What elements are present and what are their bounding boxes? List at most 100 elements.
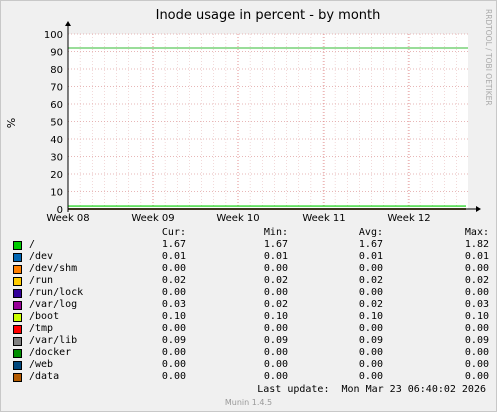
legend-swatch bbox=[13, 349, 22, 358]
legend-avg: 0.01 bbox=[358, 251, 383, 262]
legend-max: 0.10 bbox=[464, 311, 489, 322]
last-update-text: Last update: Mon Mar 23 06:40:02 2026 bbox=[257, 384, 486, 395]
legend-avg: 0.00 bbox=[358, 347, 383, 358]
y-tick-label: 70 bbox=[50, 83, 63, 94]
legend-avg: 0.00 bbox=[358, 323, 383, 334]
legend-cur: 0.10 bbox=[161, 311, 186, 322]
legend-swatch bbox=[13, 313, 22, 322]
legend-avg: 0.10 bbox=[358, 311, 383, 322]
legend-row: /run 0.02 0.02 0.02 0.02 bbox=[13, 275, 489, 287]
legend-name: /dev/shm bbox=[29, 263, 78, 274]
legend-max: 0.00 bbox=[464, 263, 489, 274]
legend-row: /run/lock 0.00 0.00 0.00 0.00 bbox=[13, 287, 489, 299]
legend-name: /run/lock bbox=[29, 287, 84, 298]
legend-min: 1.67 bbox=[263, 239, 288, 250]
legend-cur: 0.00 bbox=[161, 371, 186, 382]
legend-swatch bbox=[13, 337, 22, 346]
legend-name: /dev bbox=[29, 251, 54, 262]
legend-row: /boot 0.10 0.10 0.10 0.10 bbox=[13, 311, 489, 323]
y-tick-label: 90 bbox=[50, 48, 63, 59]
legend-swatch bbox=[13, 241, 22, 250]
legend-max: 0.00 bbox=[464, 323, 489, 334]
legend-max: 0.03 bbox=[464, 299, 489, 310]
legend-max: 0.00 bbox=[464, 347, 489, 358]
legend-cur: 0.03 bbox=[161, 299, 186, 310]
legend-avg: 0.02 bbox=[358, 275, 383, 286]
legend-max: 0.02 bbox=[464, 275, 489, 286]
y-tick-label: 10 bbox=[50, 188, 63, 199]
legend-name: /boot bbox=[29, 311, 60, 322]
legend-name: /var/lib bbox=[29, 335, 78, 346]
legend-name: /tmp bbox=[29, 323, 54, 334]
legend-swatch bbox=[13, 253, 22, 262]
munin-version: Munin 1.4.5 bbox=[224, 398, 273, 407]
legend-cur: 0.01 bbox=[161, 251, 186, 262]
legend-avg: 0.00 bbox=[358, 263, 383, 274]
legend-cur: 0.00 bbox=[161, 359, 186, 370]
legend-min: 0.10 bbox=[263, 311, 288, 322]
legend-name: /run bbox=[29, 275, 54, 286]
legend-row: /var/lib 0.09 0.09 0.09 0.09 bbox=[13, 335, 489, 347]
legend-swatch bbox=[13, 325, 22, 334]
legend-swatch bbox=[13, 373, 22, 382]
legend-avg: 0.00 bbox=[358, 287, 383, 298]
rrdtool-watermark: RRDTOOL / TOBI OETIKER bbox=[484, 9, 493, 106]
legend-min: 0.00 bbox=[263, 323, 288, 334]
legend-header-cur: Cur: bbox=[161, 227, 186, 238]
legend-max: 0.00 bbox=[464, 359, 489, 370]
legend-avg: 0.02 bbox=[358, 299, 383, 310]
legend-name: / bbox=[29, 239, 36, 250]
legend-swatch bbox=[13, 265, 22, 274]
legend-cur: 0.00 bbox=[161, 347, 186, 358]
legend-min: 0.00 bbox=[263, 359, 288, 370]
legend-avg: 0.09 bbox=[358, 335, 383, 346]
x-tick-label: Week 08 bbox=[46, 213, 89, 224]
legend-max: 0.00 bbox=[464, 371, 489, 382]
legend-cur: 0.00 bbox=[161, 323, 186, 334]
x-tick-label: Week 11 bbox=[302, 213, 345, 224]
legend-min: 0.00 bbox=[263, 371, 288, 382]
x-tick-label: Week 09 bbox=[131, 213, 174, 224]
y-tick-label: 50 bbox=[50, 118, 63, 129]
legend-avg: 0.00 bbox=[358, 359, 383, 370]
x-axis-arrow bbox=[476, 206, 481, 212]
legend-max: 0.09 bbox=[464, 335, 489, 346]
y-tick-label: 80 bbox=[50, 65, 63, 76]
y-axis-label: % bbox=[5, 118, 18, 128]
legend-cur: 1.67 bbox=[161, 239, 186, 250]
legend-row: /dev 0.01 0.01 0.01 0.01 bbox=[13, 251, 489, 263]
y-tick-label: 100 bbox=[44, 30, 63, 41]
y-tick-label: 60 bbox=[50, 100, 63, 111]
legend-name: /web bbox=[29, 359, 54, 370]
legend-cur: 0.02 bbox=[161, 275, 186, 286]
legend-min: 0.02 bbox=[263, 275, 288, 286]
y-axis-arrow bbox=[65, 21, 71, 26]
legend-header-max: Max: bbox=[464, 227, 489, 238]
legend-min: 0.00 bbox=[263, 347, 288, 358]
x-tick-label: Week 12 bbox=[387, 213, 430, 224]
legend-row: /web 0.00 0.00 0.00 0.00 bbox=[13, 359, 489, 371]
legend-min: 0.01 bbox=[263, 251, 288, 262]
chart-title: Inode usage in percent - by month bbox=[156, 8, 381, 23]
legend-avg: 0.00 bbox=[358, 371, 383, 382]
legend-row: / 1.67 1.67 1.67 1.82 bbox=[13, 239, 489, 251]
legend-name: /data bbox=[29, 371, 60, 382]
legend-rows: / 1.67 1.67 1.67 1.82/dev 0.01 0.01 0.01 0.01/de… bbox=[13, 239, 489, 383]
inode-chart: 0 10 20 30 40 50 60 70 80 90 100 Week 08 Week 09 Week… bbox=[5, 8, 493, 224]
legend-max: 1.82 bbox=[464, 239, 489, 250]
legend-min: 0.02 bbox=[263, 299, 288, 310]
legend-max: 0.00 bbox=[464, 287, 489, 298]
legend-row: /docker 0.00 0.00 0.00 0.00 bbox=[13, 347, 489, 359]
y-tick-label: 40 bbox=[50, 135, 63, 146]
legend-cur: 0.00 bbox=[161, 263, 186, 274]
legend-header-avg: Avg: bbox=[358, 227, 383, 238]
legend-name: /var/log bbox=[29, 299, 78, 310]
legend-row: /dev/shm 0.00 0.00 0.00 0.00 bbox=[13, 263, 489, 275]
legend-avg: 1.67 bbox=[358, 239, 383, 250]
legend-row: /tmp 0.00 0.00 0.00 0.00 bbox=[13, 323, 489, 335]
legend-swatch bbox=[13, 361, 22, 370]
y-tick-label: 30 bbox=[50, 153, 63, 164]
y-tick-label: 20 bbox=[50, 170, 63, 181]
legend-min: 0.00 bbox=[263, 287, 288, 298]
